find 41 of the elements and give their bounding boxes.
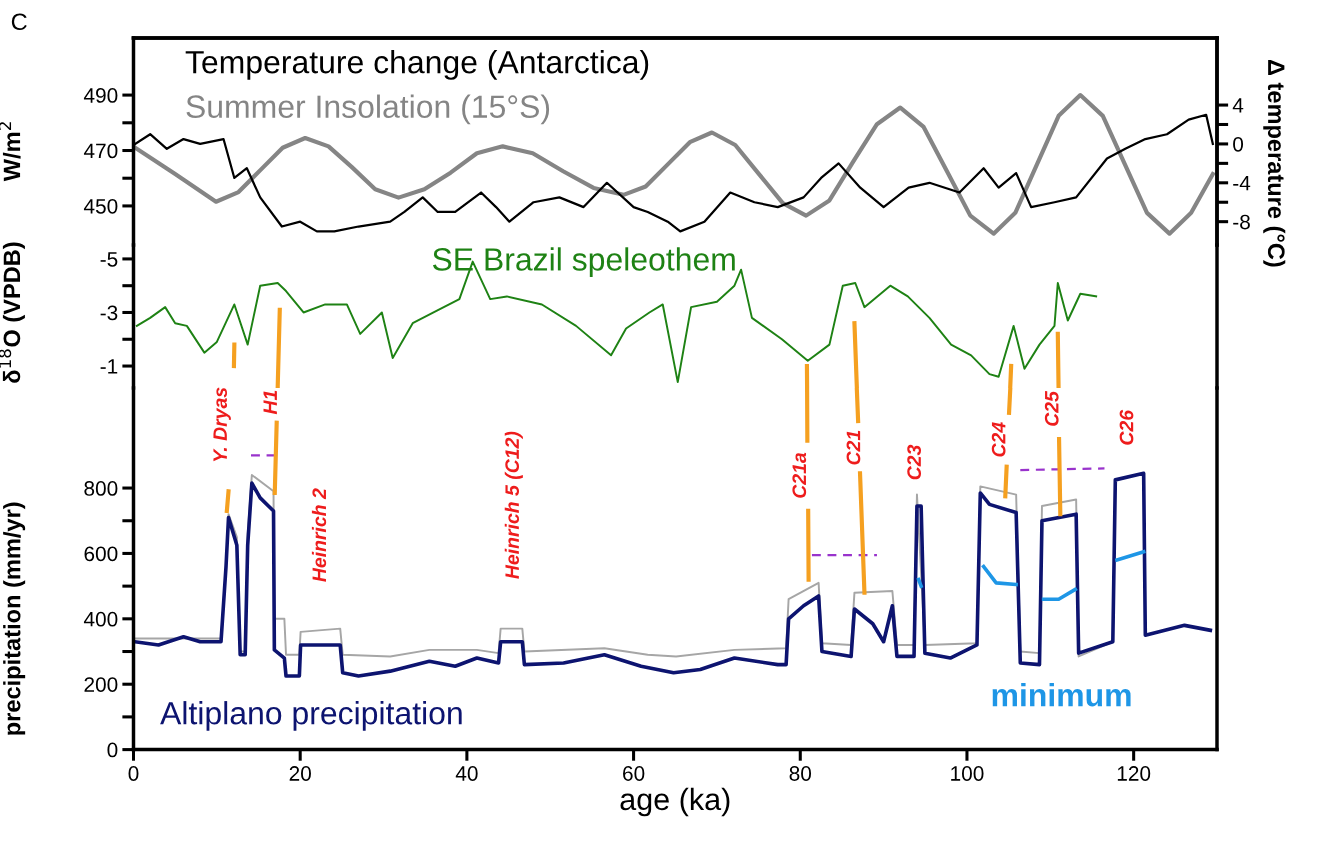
- y2-tick-label: 4: [1232, 98, 1244, 113]
- annotation: C26: [1119, 409, 1134, 445]
- annotation: C24: [991, 422, 1006, 457]
- y2-tick-label: -4: [1233, 176, 1251, 191]
- y-tick-label: 450: [83, 198, 118, 214]
- annotation: Y. Dryas: [213, 387, 231, 462]
- x-tick-label: 20: [289, 766, 311, 781]
- series-label: Altiplano precipitation: [160, 701, 462, 731]
- annotation: Heinrich 2: [311, 488, 327, 582]
- series-label: Temperature change (Antarctica): [185, 50, 649, 80]
- y-tick-label: -3: [100, 305, 118, 321]
- series-label: SE Brazil speleothem: [432, 247, 735, 278]
- y-tick-label: 600: [84, 546, 118, 562]
- y-tick-label: 400: [83, 611, 118, 627]
- x-tick-label: 80: [789, 766, 812, 781]
- text: C: [11, 13, 27, 31]
- y-tick-label: 800: [84, 481, 118, 496]
- annotation: C25: [1044, 390, 1059, 426]
- y2-tick-label: -8: [1233, 214, 1250, 230]
- y-tick-label: 0: [107, 742, 118, 758]
- annotation: C21a: [792, 452, 807, 498]
- text: minimum: [992, 683, 1131, 707]
- annotation: H1: [263, 390, 277, 415]
- x-tick-label: 0: [128, 766, 139, 781]
- x-axis-title: age (ka): [620, 787, 730, 817]
- series-label: Summer Insolation (15°S): [186, 94, 550, 125]
- y-tick-label: -1: [100, 359, 118, 374]
- annotation: Heinrich 5 (C12): [504, 431, 523, 579]
- x-tick-label: 100: [951, 766, 984, 781]
- y2-tick-label: 0: [1233, 136, 1244, 152]
- y-tick-label: 490: [83, 88, 118, 103]
- y-tick-label: 200: [84, 677, 118, 692]
- y2-axis-title: Δ temperature (°C): [1263, 59, 1286, 267]
- x-tick-label: 120: [1117, 766, 1151, 781]
- annotation: C23: [907, 444, 922, 480]
- x-tick-label: 60: [623, 766, 645, 781]
- y-tick-label: -5: [100, 252, 118, 267]
- annotation: C21: [846, 430, 861, 465]
- y-tick-label: 470: [83, 143, 118, 159]
- y-axis-title: precipitation (mm/yr): [3, 502, 26, 735]
- x-tick-label: 40: [455, 766, 478, 781]
